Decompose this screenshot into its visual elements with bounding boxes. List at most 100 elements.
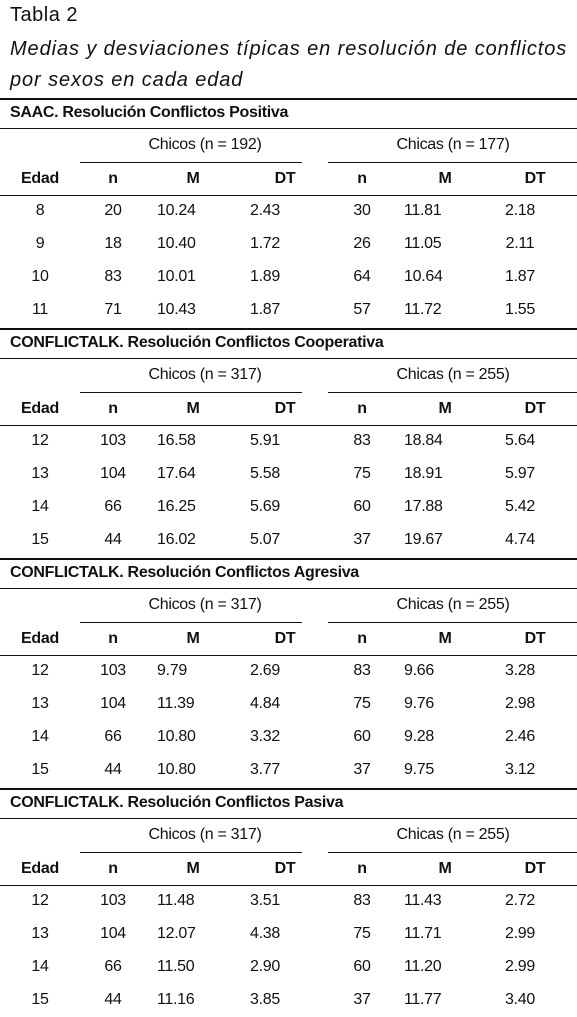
cell: 1.89	[250, 268, 280, 285]
cell: 13	[31, 465, 49, 482]
cell: 103	[100, 662, 126, 679]
cell: 10.80	[157, 761, 196, 778]
cell: 5.69	[250, 498, 280, 515]
column-header: M	[438, 860, 452, 877]
column-header: DT	[274, 860, 296, 877]
cell: 11.81	[404, 202, 442, 219]
cell: 37	[353, 991, 371, 1008]
cell: 2.43	[250, 202, 280, 219]
cell: 5.64	[505, 432, 535, 449]
cell: 10.43	[157, 301, 196, 318]
cell: 10.64	[404, 268, 443, 285]
cell: 66	[104, 728, 122, 745]
cell: 2.98	[505, 695, 535, 712]
cell: 44	[104, 761, 122, 778]
cell: 10.40	[157, 235, 196, 252]
cell: 20	[104, 202, 122, 219]
column-header: DT	[274, 170, 296, 187]
table-caption: Medias y desviaciones típicas en resoluc…	[10, 38, 568, 91]
cell: 16.58	[157, 432, 196, 449]
cell: 2.90	[250, 958, 280, 975]
group-header: Chicos (n = 317)	[148, 366, 262, 383]
cell: 5.42	[505, 498, 535, 515]
rule	[80, 852, 302, 853]
cell: 11.43	[404, 892, 442, 909]
cell: 75	[353, 695, 371, 712]
cell: 60	[353, 498, 371, 515]
cell: 9.76	[404, 695, 434, 712]
cell: 11.05	[404, 235, 442, 252]
cell: 83	[104, 268, 122, 285]
cell: 75	[353, 925, 371, 942]
cell: 3.85	[250, 991, 280, 1008]
cell: 3.40	[505, 991, 535, 1008]
cell: 11.48	[157, 892, 195, 909]
cell: 14	[31, 958, 49, 975]
group-header: Chicas (n = 177)	[396, 136, 510, 153]
cell: 2.99	[505, 925, 535, 942]
rule	[80, 162, 302, 163]
cell: 2.69	[250, 662, 280, 679]
cell: 83	[353, 662, 371, 679]
rule	[328, 392, 577, 393]
cell: 2.72	[505, 892, 535, 909]
rule	[80, 622, 302, 623]
cell: 71	[104, 301, 122, 318]
cell: 18	[104, 235, 122, 252]
cell: 26	[353, 235, 371, 252]
rule	[0, 328, 577, 330]
rule	[0, 558, 577, 560]
rule	[80, 392, 302, 393]
cell: 12.07	[157, 925, 196, 942]
cell: 9	[35, 235, 45, 252]
cell: 15	[31, 761, 49, 778]
column-header: n	[357, 860, 367, 877]
cell: 30	[353, 202, 371, 219]
column-header: M	[186, 170, 200, 187]
cell: 14	[31, 728, 49, 745]
cell: 104	[100, 695, 126, 712]
cell: 16.02	[157, 531, 196, 548]
cell: 9.28	[404, 728, 434, 745]
cell: 16.25	[157, 498, 196, 515]
cell: 3.32	[250, 728, 280, 745]
column-header: DT	[524, 400, 546, 417]
cell: 83	[353, 892, 371, 909]
cell: 11.39	[157, 695, 195, 712]
column-header: DT	[524, 860, 546, 877]
cell: 2.46	[505, 728, 535, 745]
column-header: M	[438, 630, 452, 647]
column-header: Edad	[21, 400, 59, 417]
rule	[328, 162, 577, 163]
cell: 10.01	[157, 268, 196, 285]
column-header: n	[108, 860, 118, 877]
rule	[0, 885, 577, 886]
column-header: n	[108, 170, 118, 187]
rule	[0, 128, 577, 129]
group-header: Chicos (n = 317)	[148, 596, 262, 613]
cell: 1.87	[505, 268, 535, 285]
cell: 1.72	[250, 235, 280, 252]
cell: 3.77	[250, 761, 280, 778]
cell: 44	[104, 991, 122, 1008]
cell: 11.71	[404, 925, 442, 942]
cell: 1.87	[250, 301, 280, 318]
cell: 12	[31, 892, 49, 909]
cell: 2.18	[505, 202, 535, 219]
cell: 12	[31, 432, 49, 449]
cell: 5.91	[250, 432, 280, 449]
column-header: DT	[274, 400, 296, 417]
cell: 11	[31, 301, 48, 318]
section-title: CONFLICTALK. Resolución Conflictos Coope…	[10, 334, 384, 351]
cell: 8	[35, 202, 45, 219]
column-header: n	[108, 630, 118, 647]
cell: 11.20	[404, 958, 442, 975]
column-header: DT	[524, 170, 546, 187]
cell: 9.79	[157, 662, 187, 679]
group-header: Chicas (n = 255)	[396, 596, 510, 613]
cell: 66	[104, 498, 122, 515]
cell: 2.99	[505, 958, 535, 975]
cell: 18.91	[404, 465, 443, 482]
column-header: Edad	[21, 630, 59, 647]
